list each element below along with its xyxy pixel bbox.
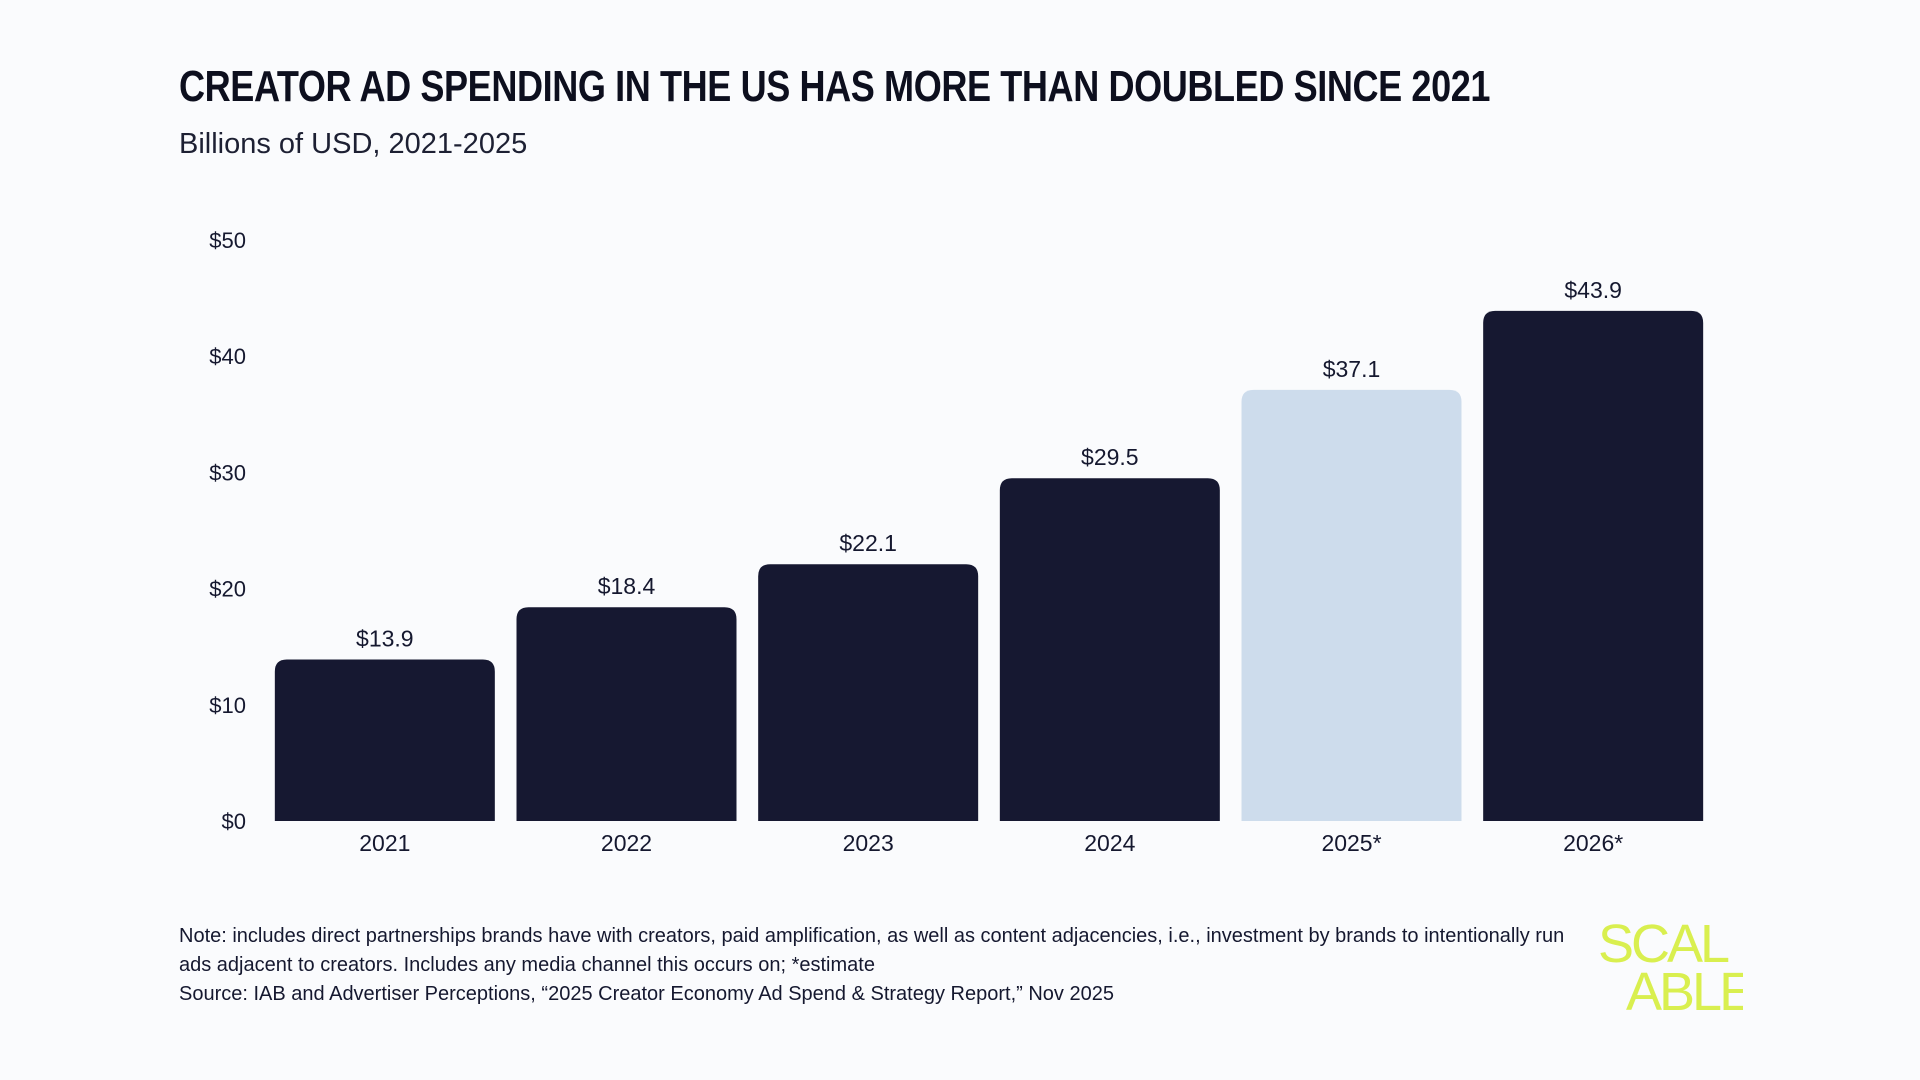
bar-2026-estimate — [1483, 310, 1704, 821]
note-line-1: Note: includes direct partnerships brand… — [179, 925, 1530, 947]
x-tick-label: 2024 — [1084, 830, 1135, 856]
y-tick-label: $0 — [222, 809, 246, 834]
bar-2022 — [516, 607, 737, 821]
logo-line-2: ABLE — [1626, 962, 1743, 1013]
bar-2025-estimate — [1241, 389, 1462, 821]
x-tick-label: 2025* — [1321, 830, 1381, 856]
data-label: $18.4 — [598, 573, 656, 599]
data-label: $37.1 — [1323, 356, 1381, 382]
source-text: Source: IAB and Advertiser Perceptions, … — [179, 983, 1114, 1005]
bar-2024 — [999, 478, 1220, 821]
data-label: $13.9 — [356, 625, 414, 651]
bar-2021 — [274, 659, 495, 821]
chart-subtitle: Billions of USD, 2021-2025 — [179, 128, 528, 160]
y-tick-label: $50 — [209, 228, 246, 253]
bar-2023 — [758, 564, 979, 821]
footnote: Note: includes direct partnerships brand… — [179, 922, 1569, 1009]
y-tick-label: $10 — [209, 693, 246, 718]
chart-title: CREATOR AD SPENDING IN THE US HAS MORE T… — [179, 62, 1491, 111]
data-label: $29.5 — [1081, 444, 1139, 470]
y-tick-label: $40 — [209, 344, 246, 369]
x-tick-label: 2023 — [843, 830, 894, 856]
note-line-2: run ads adjacent to creators. Includes a… — [179, 925, 1565, 976]
y-tick-label: $30 — [209, 460, 246, 485]
note-text: Note: includes direct partnerships brand… — [179, 922, 1569, 980]
logo-line-1: SCAL — [1598, 918, 1729, 974]
data-label: $22.1 — [839, 530, 897, 556]
y-tick-label: $20 — [209, 577, 246, 602]
bar-chart: $0 $10 $20 $30 $40 $50 $13.9 2021 $18.4 2022 $22.1… — [209, 228, 1704, 856]
scalable-logo: SCAL ABLE — [1598, 918, 1743, 1013]
data-label: $43.9 — [1564, 277, 1622, 303]
x-tick-label: 2026* — [1563, 830, 1623, 856]
x-tick-label: 2021 — [359, 830, 410, 856]
x-tick-label: 2022 — [601, 830, 652, 856]
